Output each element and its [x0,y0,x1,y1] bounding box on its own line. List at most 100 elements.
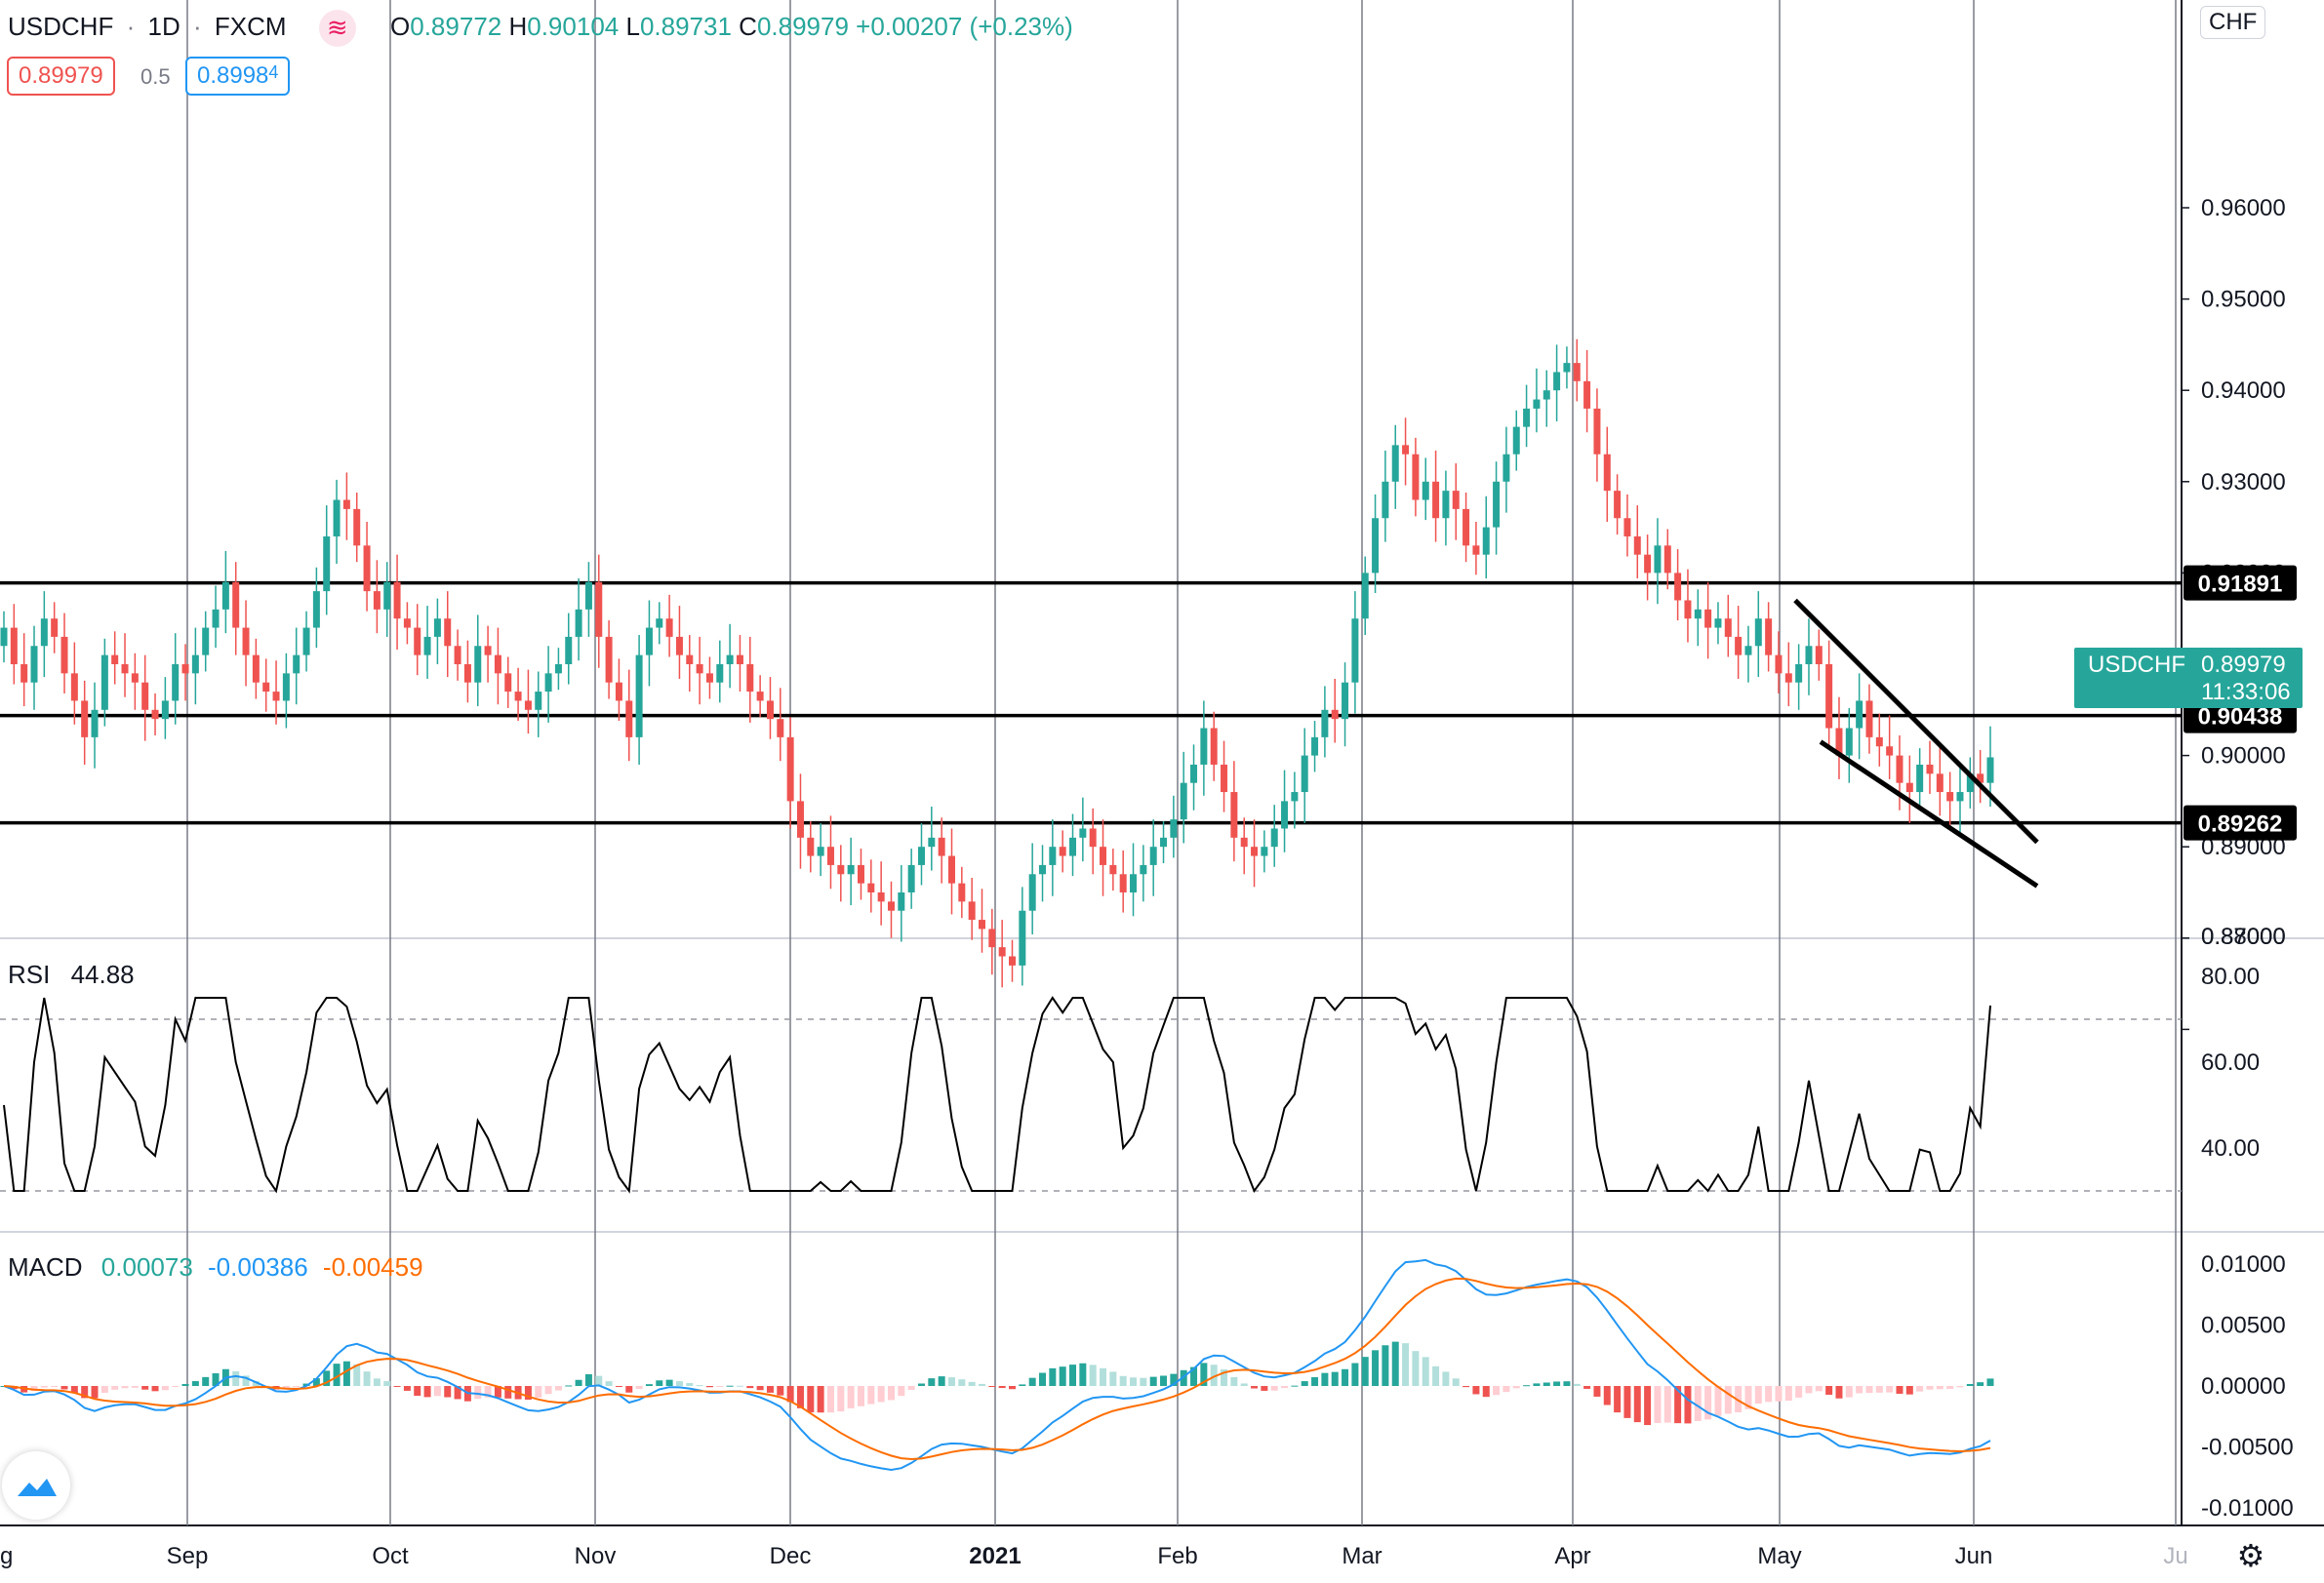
candle-body [1240,837,1248,848]
macd-histogram-bar [1936,1386,1943,1390]
ohlc-close: 0.89979 [756,11,849,41]
candle-body [494,654,501,674]
candle-body [1372,518,1380,574]
candle-body [1432,481,1440,519]
candle-body [1170,819,1178,838]
candle-body [1442,491,1450,519]
candle-body [1956,792,1964,802]
candle [221,550,229,634]
macd-legend[interactable]: MACD 0.00073 -0.00386 -0.00459 [8,1252,423,1283]
candle-body [1230,792,1238,838]
candle-body [333,499,341,536]
macd-histogram-bar [1170,1373,1178,1386]
candle [172,633,180,725]
candle-body [0,627,8,647]
candle [837,845,845,902]
macd-histogram-bar [686,1383,694,1386]
macd-histogram-bar [554,1386,562,1391]
candle-body [998,947,1006,957]
candle-body [1452,491,1460,509]
candle [1916,748,1924,809]
candle-body [433,618,441,637]
candle [363,521,371,612]
candle-body [1905,782,1913,793]
candle-body [393,581,401,619]
candle [1754,591,1762,678]
settings-gear-icon[interactable]: ⚙ [2236,1538,2265,1573]
macd-histogram-bar [100,1386,108,1393]
trendline [1819,739,2039,889]
candle-body [1825,664,1833,729]
candle-body [373,591,381,610]
candle [1714,602,1722,645]
candle [20,633,28,707]
macd-line-value: -0.00386 [208,1252,308,1282]
candle [1523,384,1531,448]
candle-body [161,700,169,720]
macd-histogram-bar [544,1386,552,1395]
symbol-label: USDCHF [8,11,114,41]
candle-body [1603,454,1611,492]
macd-histogram-bar [70,1386,78,1394]
candle-body [1079,828,1087,838]
candle-body [1130,874,1138,892]
candle [1281,770,1289,852]
candle-body [20,664,28,683]
rsi-legend[interactable]: RSI 44.88 [8,960,135,990]
candle [535,671,542,737]
currency-button[interactable]: CHF [2200,6,2266,39]
candle [756,675,764,718]
candle [1100,819,1107,896]
ask-price: 0.8998 [197,62,269,89]
candle [656,602,663,645]
macd-histogram-bar [1523,1385,1531,1387]
macd-histogram-bar [1533,1383,1541,1386]
macd-histogram-bar [282,1386,290,1390]
macd-histogram-bar [958,1379,966,1386]
candle-body [1795,664,1803,683]
candle [1049,819,1057,896]
candle [686,635,694,693]
macd-tick-label: 0.00500 [2201,1313,2286,1339]
buy-button[interactable]: 0.89984 [185,57,291,96]
candle-body [444,618,452,647]
sell-button[interactable]: 0.89979 [7,57,115,96]
candle-body [191,654,199,674]
macd-histogram-bar [1704,1386,1712,1420]
tradingview-logo[interactable] [2,1451,70,1520]
symbol-info[interactable]: USDCHF · 1D · FXCM ≋ O0.89772 H0.90104 L… [8,10,1073,47]
macd-histogram-bar [1321,1372,1329,1386]
candle-body [312,591,320,628]
macd-histogram-bar [1331,1371,1339,1386]
time-axis-label: Apr [1554,1543,1590,1569]
candle-body [403,618,411,628]
compare-icon[interactable]: ≋ [318,10,356,47]
rsi-tick-label: 80.00 [2201,964,2260,990]
candle [907,849,915,909]
candle-body [837,864,845,875]
macd-histogram-bar [696,1385,703,1387]
candle [1270,805,1278,867]
candle [615,658,622,722]
candle-body [817,847,824,856]
macd-histogram-bar [1977,1382,1984,1386]
macd-histogram-bar [1614,1386,1622,1413]
candle-body [131,673,139,683]
macd-histogram-bar [1432,1365,1440,1386]
candle-body [1412,454,1420,500]
last-price-badge: USDCHF 0.89979 11:33:06 [2074,648,2303,708]
macd-histogram-bar [1130,1377,1138,1386]
candle-body [1614,491,1622,519]
candle [1614,474,1622,535]
macd-histogram-bar [1452,1378,1460,1386]
macd-signal-value: -0.00459 [322,1252,423,1282]
macd-histogram-bar [1856,1386,1863,1394]
rsi-label: RSI [8,960,51,989]
macd-histogram-bar [1593,1386,1601,1397]
candle [1059,830,1066,873]
candle [1452,463,1460,540]
candle [1140,845,1147,902]
candle [81,680,89,765]
macd-histogram-bar [30,1386,38,1392]
